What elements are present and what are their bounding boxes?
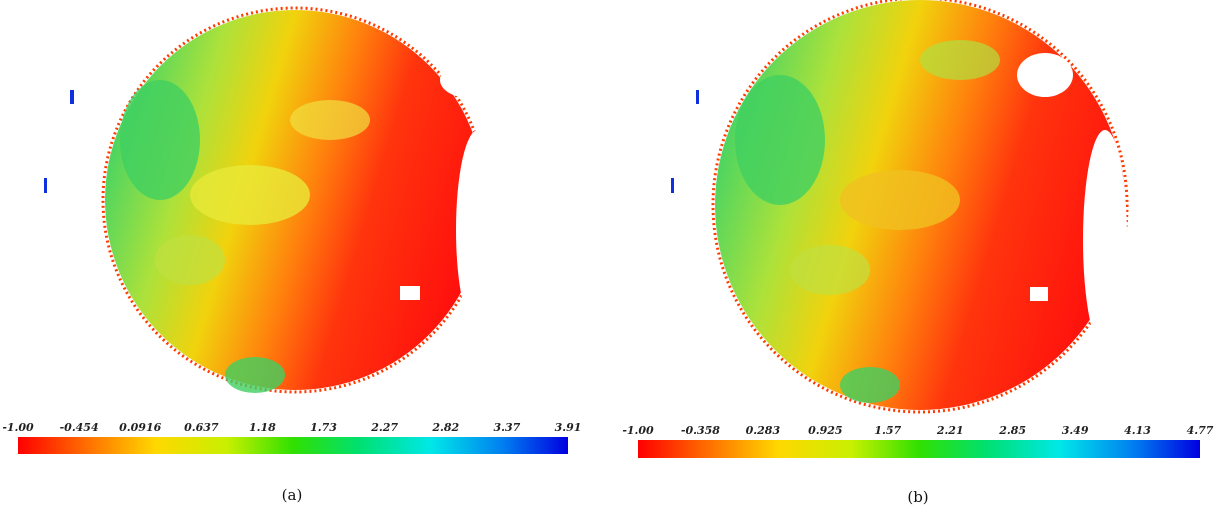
page: (a) (b) -1.00 -0.454 0.0916 0.637 1.18 1.73 2.… <box>0 0 1225 516</box>
colorbar-tick-label: 4.77 <box>1187 424 1214 437</box>
colorbar-tick-label: 0.0916 <box>119 421 161 434</box>
colorbar-tick-label: -1.00 <box>2 421 34 434</box>
caption: (a) <box>282 486 303 504</box>
colorbar-tick-label: 0.637 <box>184 421 219 434</box>
caption: (b) <box>907 488 928 506</box>
colorbar <box>18 437 568 454</box>
point-cloud <box>44 8 500 393</box>
colorbar-tick-label: 3.91 <box>555 421 582 434</box>
colorbar-tick-label: 4.13 <box>1124 424 1151 437</box>
colorbar-tick-label: -0.454 <box>60 421 99 434</box>
colorbar-tick-label: -1.00 <box>622 424 654 437</box>
point-cloud <box>671 0 1127 412</box>
colorbar-tick-label: -0.358 <box>681 424 720 437</box>
colorbar-tick-label: 2.27 <box>370 421 398 434</box>
colorbar <box>638 440 1200 458</box>
colorbar-tick-label: 2.21 <box>936 424 964 437</box>
colorbar-tick-label: 0.283 <box>746 424 781 437</box>
colorbar-tick-label: 3.49 <box>1062 424 1089 437</box>
figure: (a) (b) -1.00 -0.454 0.0916 0.637 1.18 1.73 2.… <box>0 0 1225 516</box>
colorbar-tick-label: 0.925 <box>808 424 842 437</box>
colorbar-tick-label: 1.73 <box>310 421 337 434</box>
colorbar-tick-label: 1.18 <box>249 421 276 434</box>
colorbar-tick-label: 2.85 <box>998 424 1026 437</box>
colorbar-tick-label: 2.82 <box>431 421 459 434</box>
colorbar-tick-label: 1.57 <box>874 424 901 437</box>
colorbar-tick-label: 3.37 <box>493 421 520 434</box>
